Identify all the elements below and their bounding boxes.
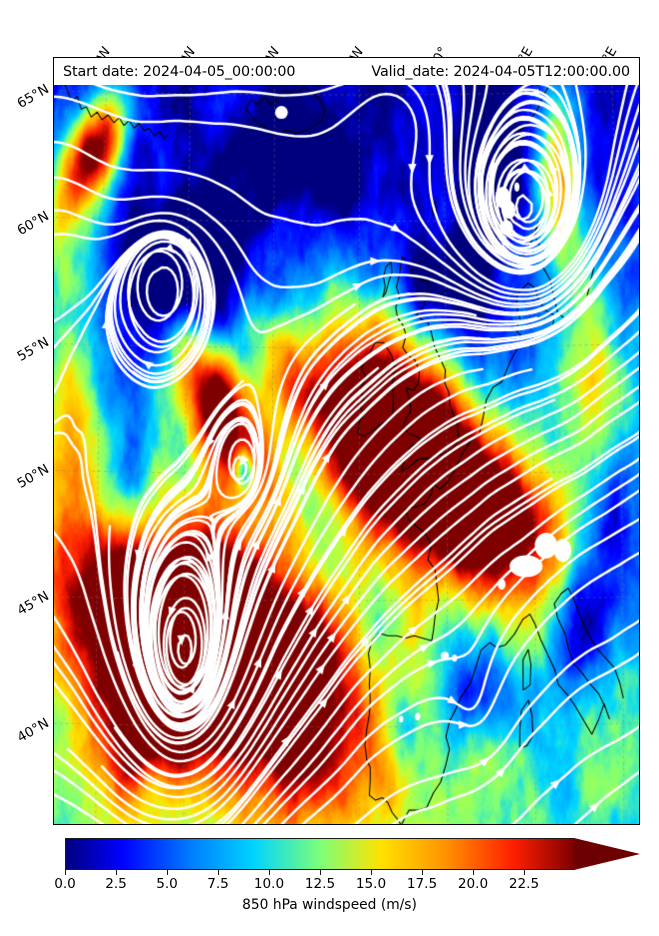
lat-tick-1: 60°N [15,208,52,239]
colorbar-tick-5 [320,870,321,875]
colorbar-tick-label-4: 10.0 [253,876,285,892]
lat-tick-2: 55°N [15,335,52,366]
colorbar-tick-3 [218,870,219,875]
map-plot-area [53,57,640,825]
windspeed-heatmap-canvas [54,58,639,824]
colorbar-tick-label-3: 7.5 [207,876,229,892]
colorbar-title: 850 hPa windspeed (m/s) [242,897,417,913]
colorbar-tick-0 [65,870,66,875]
colorbar-tick-1 [116,870,117,875]
colorbar-tick-label-6: 15.0 [355,876,387,892]
valid-date-label: Valid_date: 2024-04-05T12:00:00.00 [371,63,630,80]
colorbar-tick-8 [473,870,474,875]
colorbar: 0.0 2.5 5.0 7.5 10.0 12.5 15.0 17.5 20.0 22.5 [54,837,640,892]
colorbar-tick-label-0: 0.0 [54,876,76,892]
lat-tick-4: 45°N [15,588,52,619]
colorbar-tick-7 [422,870,423,875]
colorbar-tick-2 [167,870,168,875]
colorbar-tick-label-9: 22.5 [508,876,540,892]
date-annotation-bar: Start date: 2024-04-05_00:00:00 Valid_da… [54,58,639,85]
lat-tick-0: 65°N [15,81,52,112]
colorbar-tick-6 [371,870,372,875]
lat-tick-3: 50°N [15,462,52,493]
colorbar-tick-9 [524,870,525,875]
lat-tick-5: 40°N [15,715,52,746]
colorbar-tick-label-5: 12.5 [304,876,336,892]
colorbar-tick-label-1: 2.5 [105,876,127,892]
colorbar-tick-label-8: 20.0 [457,876,489,892]
start-date-label: Start date: 2024-04-05_00:00:00 [63,63,296,80]
colorbar-gradient [65,838,575,870]
colorbar-extend-arrow [574,837,640,870]
colorbar-tick-label-2: 5.0 [156,876,178,892]
colorbar-tick-label-7: 17.5 [406,876,438,892]
colorbar-tick-4 [269,870,270,875]
